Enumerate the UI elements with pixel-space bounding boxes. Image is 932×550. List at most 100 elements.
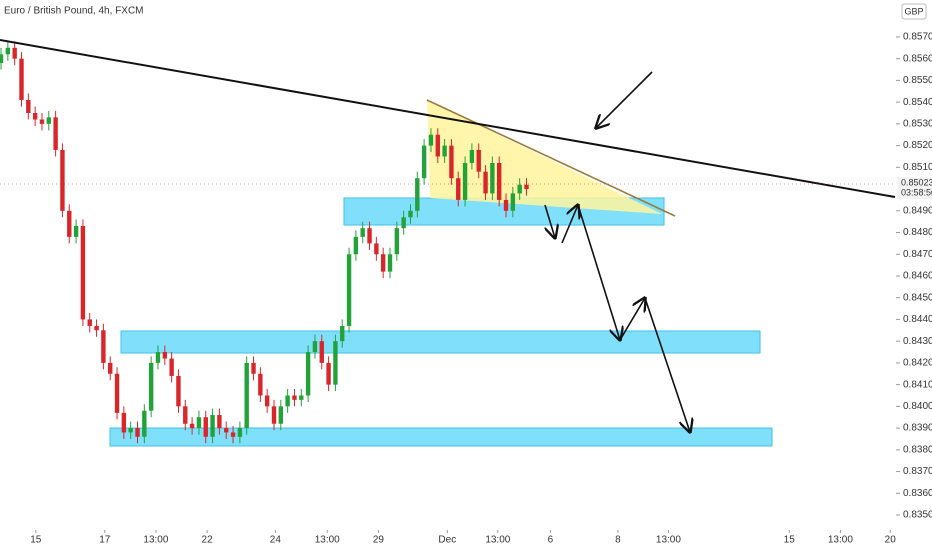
candle-body xyxy=(230,432,236,437)
last-price-label: 0.85023 xyxy=(901,177,932,187)
candle-body xyxy=(462,162,468,200)
arrow xyxy=(619,298,645,341)
candle-body xyxy=(421,145,427,179)
candle-body xyxy=(285,395,290,407)
candle-body xyxy=(224,428,229,433)
x-tick-label: 17 xyxy=(99,535,111,546)
candle-body xyxy=(428,134,434,146)
candle-body xyxy=(456,178,461,200)
candle-body xyxy=(121,412,127,433)
arrow xyxy=(544,204,555,238)
x-tick-label: 15 xyxy=(784,535,796,546)
candle-body xyxy=(210,415,215,437)
candle-body xyxy=(326,362,331,385)
candle-body xyxy=(176,375,181,407)
candle-body xyxy=(244,362,249,429)
x-tick-label: 29 xyxy=(373,535,385,546)
candle-body xyxy=(435,134,440,157)
candle-body xyxy=(360,228,365,237)
support-zone xyxy=(109,427,773,447)
candle-body xyxy=(312,341,318,353)
candle-body xyxy=(374,243,379,255)
candle-body xyxy=(258,373,263,396)
candle-body xyxy=(19,58,24,100)
countdown: 03:58:50 xyxy=(901,187,932,197)
candle-body xyxy=(353,236,359,255)
currency: GBP xyxy=(904,6,923,16)
x-tick-label: 13:00 xyxy=(315,535,340,546)
arrow xyxy=(596,71,653,128)
candle-body xyxy=(415,178,420,211)
x-tick-label: 20 xyxy=(885,535,897,546)
candle-body xyxy=(340,325,345,342)
last-price-badge xyxy=(897,177,932,200)
x-tick-label: 22 xyxy=(202,535,214,546)
candle-body xyxy=(32,112,38,120)
candle-body xyxy=(189,423,195,429)
candle-body xyxy=(510,193,516,211)
candle-body xyxy=(387,254,393,272)
candle-body xyxy=(162,352,168,359)
candle-body xyxy=(305,352,311,396)
candle-body xyxy=(408,210,413,218)
candle-body xyxy=(251,362,256,374)
candle-body xyxy=(26,99,31,113)
candle-body xyxy=(278,406,284,424)
candle-body xyxy=(333,341,338,385)
y-tick-label: 0.83500 xyxy=(903,510,932,521)
annotations xyxy=(0,39,896,432)
x-tick-label: 13:00 xyxy=(143,535,168,546)
candles xyxy=(0,41,529,444)
candle-body xyxy=(292,395,297,400)
candle-body xyxy=(142,410,147,437)
candle-body xyxy=(53,117,58,150)
x-tick-label: 6 xyxy=(548,535,554,546)
arrow xyxy=(577,204,620,340)
x-tick-label: 13:00 xyxy=(828,535,853,546)
candle-body xyxy=(12,47,17,59)
candle-body xyxy=(449,145,454,179)
candle-body xyxy=(401,217,406,229)
candle-body xyxy=(394,228,400,255)
triangle-edge xyxy=(426,99,676,217)
candle-body xyxy=(496,162,502,200)
candle-body xyxy=(346,254,352,326)
candle-body xyxy=(94,325,99,331)
candle-body xyxy=(442,145,447,157)
candle-body xyxy=(0,54,4,64)
candle-body xyxy=(319,341,324,363)
candle-body xyxy=(483,171,488,194)
x-tick-label: 15 xyxy=(30,535,42,546)
trend-line xyxy=(0,39,896,198)
candle-body xyxy=(299,395,304,400)
x-tick-label: 13:00 xyxy=(656,535,681,546)
candle-body xyxy=(114,373,120,413)
candle-body xyxy=(217,415,222,429)
x-tick-label: Dec xyxy=(438,535,456,546)
arrow xyxy=(644,297,690,432)
candle-body xyxy=(46,117,51,124)
chart-title: Euro / British Pound, 4h, FXCM xyxy=(4,6,144,17)
candle-body xyxy=(135,428,140,437)
candle-body xyxy=(73,225,79,237)
candle-body xyxy=(155,352,161,363)
candle-body xyxy=(524,184,529,190)
candle-body xyxy=(490,162,495,194)
x-tick-label: 8 xyxy=(615,535,621,546)
candle-body xyxy=(476,149,481,172)
candle-body xyxy=(203,417,208,437)
